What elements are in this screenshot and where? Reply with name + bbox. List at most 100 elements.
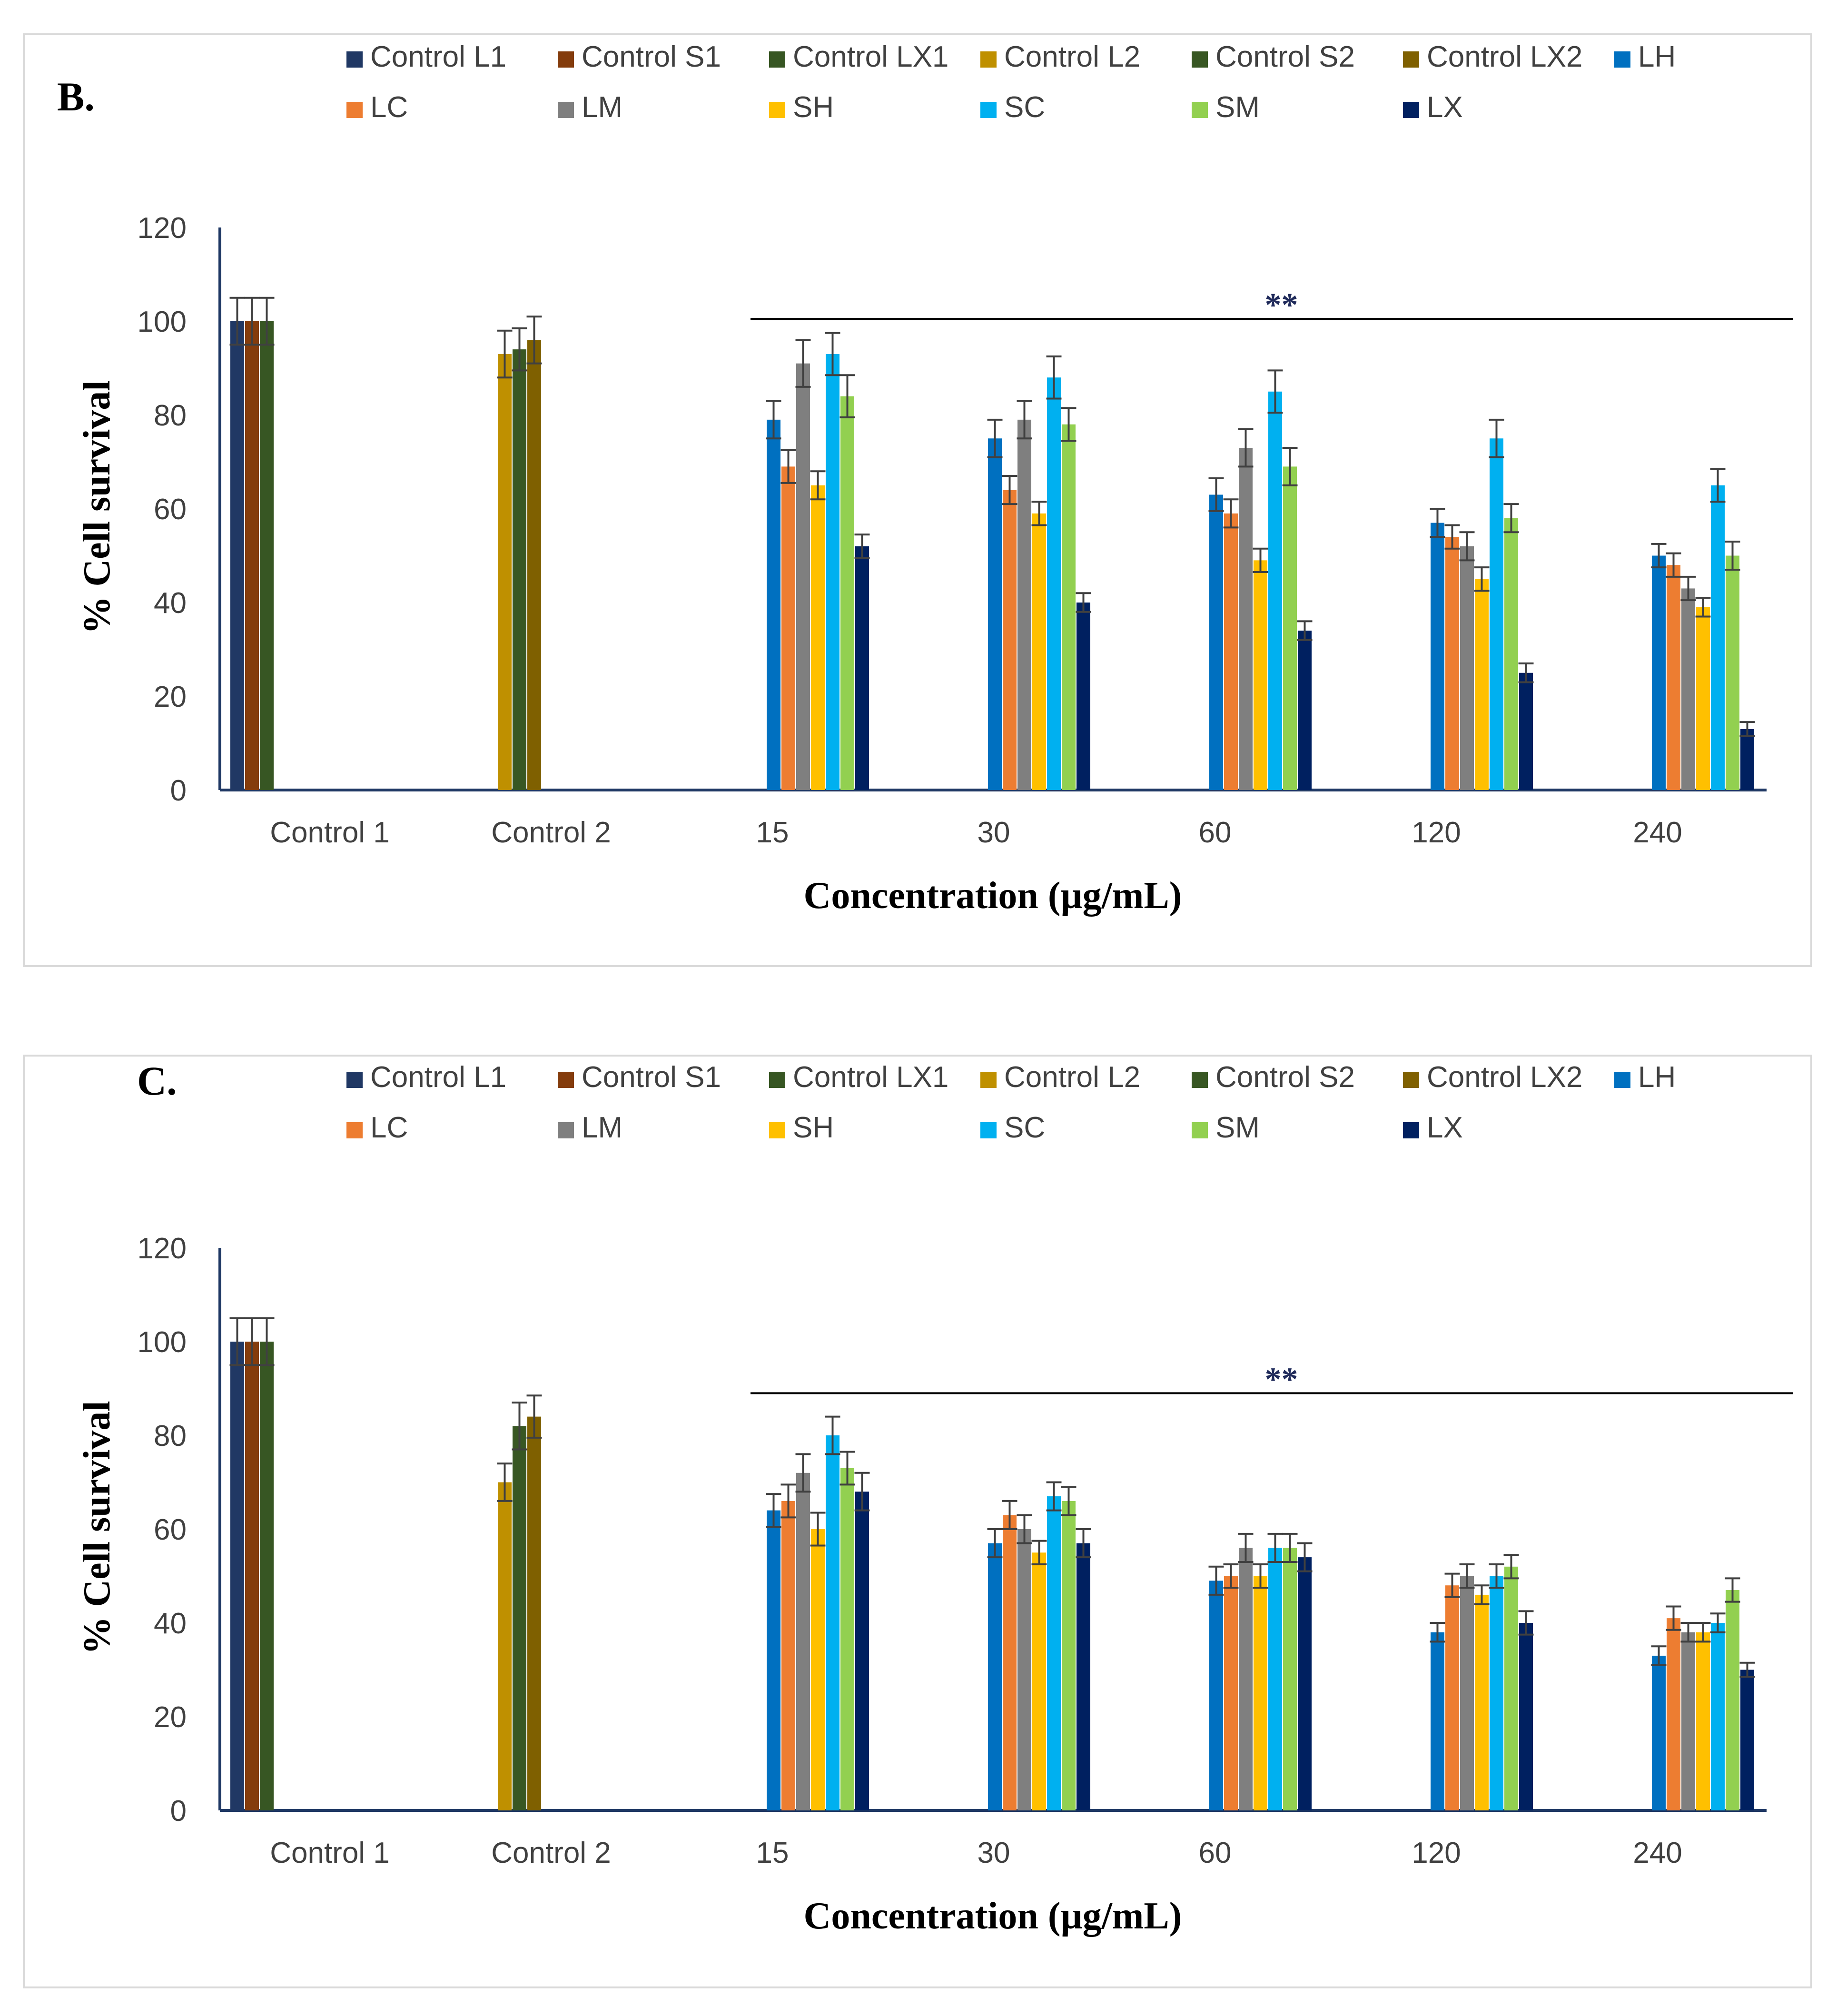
y-tick-label: 40 [154, 1607, 187, 1640]
bar-sc-240 [1711, 1623, 1725, 1810]
x-tick-label: 240 [1633, 1837, 1682, 1869]
bar-lm-120 [1460, 546, 1474, 790]
panel-b-y-axis-title: % Cell survival [76, 380, 118, 634]
bar-lc-120 [1445, 1585, 1459, 1810]
bar-control-l1-control-1 [230, 1342, 244, 1810]
y-tick-label: 60 [154, 493, 187, 526]
bar-control-s1-control-1 [245, 1342, 259, 1810]
legend-label-sc: SC [1004, 1111, 1045, 1144]
bar-lh-30 [988, 1543, 1002, 1810]
x-tick-label: 240 [1633, 816, 1682, 849]
legend-label-control-lx2: Control LX2 [1427, 40, 1582, 73]
bar-lc-120 [1445, 537, 1459, 790]
y-tick-label: 40 [154, 587, 187, 620]
bar-lc-240 [1667, 565, 1680, 790]
bar-lm-120 [1460, 1576, 1474, 1810]
bar-lm-15 [796, 1472, 810, 1810]
x-tick-label: 120 [1412, 1837, 1461, 1869]
legend-swatch-control-lx2 [1403, 1072, 1419, 1088]
legend-label-sc: SC [1004, 91, 1045, 124]
legend-label-control-s2: Control S2 [1215, 40, 1355, 73]
y-tick-label: 60 [154, 1513, 187, 1546]
legend-label-control-lx2: Control LX2 [1427, 1061, 1582, 1094]
legend-swatch-lx [1403, 102, 1419, 118]
legend-swatch-sh [769, 1122, 785, 1138]
bar-sh-30 [1032, 1552, 1046, 1810]
bar-lx-240 [1740, 1670, 1754, 1810]
legend-label-sm: SM [1215, 91, 1260, 124]
legend-swatch-control-l2 [980, 1072, 997, 1088]
legend-swatch-control-l2 [980, 51, 997, 68]
panel-b: B. Control L1 Control S1 Control LX1 Contro… [23, 33, 1812, 967]
legend-swatch-control-lx1 [769, 51, 785, 68]
x-tick-label: 30 [978, 1837, 1010, 1869]
legend-label-lx: LX [1427, 1111, 1463, 1144]
panel-b-legend: Control L1 Control S1 Control LX1 Control L… [346, 40, 1676, 124]
bar-lh-120 [1431, 523, 1444, 790]
legend-label-lx: LX [1427, 91, 1463, 124]
bar-sc-240 [1711, 485, 1725, 790]
legend-label-lm: LM [582, 91, 622, 124]
bar-lc-60 [1224, 1576, 1238, 1810]
panel-b-plot: 0 20 40 60 80 100 120 Control 1 Control 2 15 30 60 1… [138, 212, 1793, 849]
legend-swatch-sh [769, 102, 785, 118]
y-tick-label: 0 [170, 774, 187, 807]
panel-c: C. Control L1 Control S1 Control LX1 Contro… [23, 1055, 1812, 1988]
legend-swatch-sc [980, 102, 997, 118]
legend-swatch-sc [980, 1122, 997, 1138]
bar-lh-15 [767, 1510, 780, 1810]
bar-lc-30 [1003, 1515, 1017, 1810]
y-tick-label: 20 [154, 1701, 187, 1734]
bar-sm-60 [1283, 1548, 1297, 1810]
bar-sc-60 [1268, 1548, 1282, 1810]
bar-control-s2-control-2 [513, 349, 526, 790]
legend-swatch-lm [558, 1122, 574, 1138]
y-tick-label: 0 [170, 1795, 187, 1828]
legend-swatch-control-s2 [1192, 1072, 1208, 1088]
bar-lc-60 [1224, 513, 1238, 790]
y-tick-label: 120 [138, 212, 187, 245]
bar-sh-30 [1032, 513, 1046, 790]
bar-lx-15 [855, 1492, 869, 1810]
legend-swatch-sm [1192, 1122, 1208, 1138]
x-tick-label: Control 2 [491, 816, 611, 849]
panel-c-frame [23, 1055, 1812, 1988]
bar-lm-30 [1017, 419, 1031, 790]
panel-c-plot: 0 20 40 60 80 100 120 Control 1 Control 2 15 30 60 1… [138, 1232, 1793, 1869]
bar-lc-240 [1667, 1618, 1680, 1810]
x-tick-label: 60 [1199, 816, 1232, 849]
legend-swatch-lc [346, 102, 363, 118]
bar-sm-15 [840, 1468, 854, 1810]
bar-control-lx2-control-2 [527, 1416, 541, 1810]
bar-lx-30 [1077, 603, 1090, 790]
panel-b-label: B. [57, 74, 95, 119]
legend-swatch-control-lx2 [1403, 51, 1419, 68]
legend-swatch-sm [1192, 102, 1208, 118]
legend-swatch-control-s1 [558, 1072, 574, 1088]
bar-control-s2-control-2 [513, 1426, 526, 1810]
legend-label-sm: SM [1215, 1111, 1260, 1144]
bar-lc-15 [781, 1501, 795, 1810]
legend-swatch-control-s2 [1192, 51, 1208, 68]
bar-sh-120 [1475, 579, 1489, 790]
bar-lh-15 [767, 419, 780, 790]
legend-swatch-control-s1 [558, 51, 574, 68]
bar-lx-15 [855, 546, 869, 790]
y-tick-label: 100 [138, 306, 187, 338]
y-tick-label: 80 [154, 399, 187, 432]
significance-marker: ** [1265, 287, 1298, 324]
bar-sc-15 [826, 1435, 839, 1810]
bar-sc-120 [1490, 438, 1503, 790]
legend-swatch-control-lx1 [769, 1072, 785, 1088]
bar-control-lx2-control-2 [527, 340, 541, 790]
bar-sm-240 [1726, 1590, 1739, 1810]
y-tick-label: 80 [154, 1420, 187, 1453]
bar-lm-15 [796, 363, 810, 790]
bar-control-lx1-control-1 [260, 321, 274, 790]
panel-b-x-axis-title: Concentration (µg/mL) [804, 875, 1182, 917]
bar-lm-30 [1017, 1529, 1031, 1810]
bar-lx-240 [1740, 729, 1754, 790]
bar-lh-240 [1652, 1655, 1666, 1810]
bar-lx-60 [1298, 631, 1312, 790]
